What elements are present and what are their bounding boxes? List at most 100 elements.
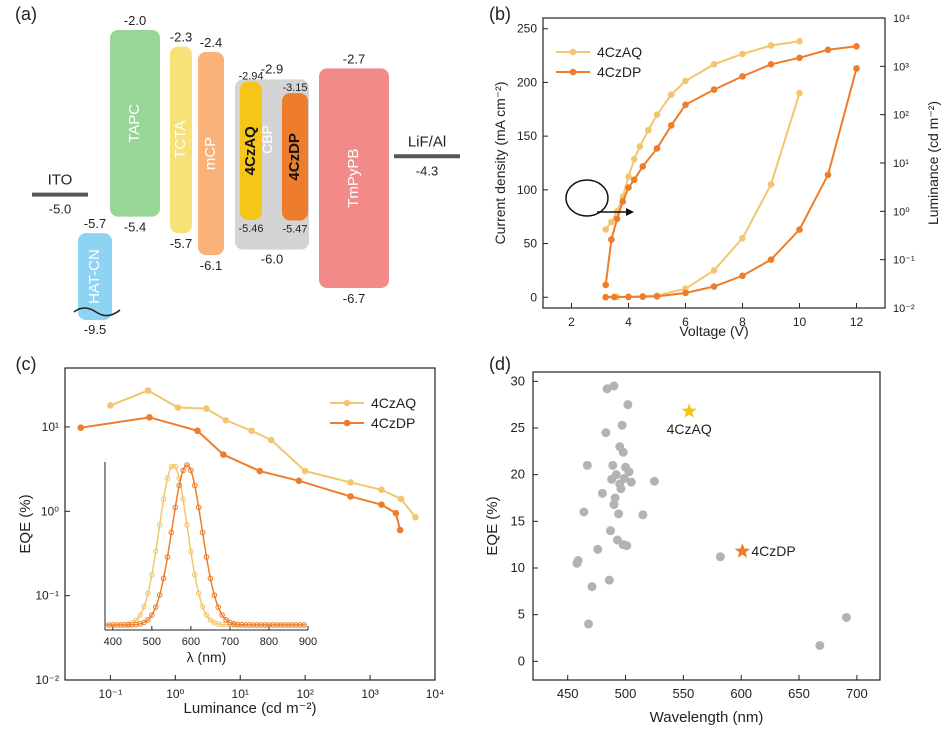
data-point [77,424,85,431]
data-point [618,447,628,457]
x-tick-label: 650 [788,686,810,701]
x-tick-label: 6 [682,315,689,329]
data-point [710,283,718,290]
inset-tick-label: 500 [143,636,161,648]
data-point [739,272,746,280]
data-point [682,101,689,109]
layer-box [198,51,224,256]
inset-point [215,621,222,627]
level-value: -5.7 [84,216,106,231]
inset-point [152,548,159,555]
data-point [412,513,419,521]
inset-point [207,575,214,582]
inset-point [234,621,241,628]
y-tick-label: 10 [511,560,525,575]
x-tick-label: 2 [568,315,575,329]
data-point [397,495,405,503]
data-point [739,73,746,80]
inset-point [110,622,116,628]
inset-point [203,612,210,618]
inset-point [262,622,268,628]
layer-name: TmPyPB [345,149,362,208]
y-tick-label: 10¹ [42,420,59,434]
y-tick-label: 250 [517,22,537,36]
data-point [587,582,597,592]
data-point [347,493,354,500]
level-value: -4.3 [416,163,438,178]
x-tick-label: 8 [739,315,746,329]
y-tick-label: 10⁻² [35,673,59,687]
data-point [584,619,594,629]
data-point [602,384,612,394]
layer-box [110,30,160,217]
level-value: -5.46 [238,223,263,235]
data-point [604,575,614,585]
plot-frame [64,367,436,681]
x-tick-label: 10⁰ [166,687,184,701]
data-point [614,509,624,519]
level-value: -2.7 [343,51,365,66]
eqe-luminance-plot [64,367,436,681]
layer-box [319,68,389,288]
inset-tick-label: 800 [260,636,278,648]
level-value: -2.0 [124,13,146,28]
data-point [267,436,275,444]
data-point [610,293,618,301]
data-point [739,234,746,242]
x-axis-label: Voltage (V) [679,323,748,339]
data-point [609,381,619,391]
x-tick-label: 10¹ [232,687,249,701]
data-point [824,171,832,179]
data-point [623,400,633,410]
x-tick-label: 10³ [361,687,378,701]
data-point [610,493,620,503]
data-point [853,65,860,72]
star-marker [681,403,697,418]
data-point [639,293,647,301]
inset-point [211,592,218,598]
data-point [597,488,607,498]
inset-point [203,554,210,560]
layer-name: TCTA [172,121,189,159]
inset-point [254,622,261,628]
inset-point [285,622,292,628]
data-point [608,236,615,243]
inset-point [195,590,202,597]
level-value: -6.1 [200,258,222,273]
data-point [853,42,860,50]
layer-name: HAT-CN [86,249,103,304]
y-tick-label: 10⁻¹ [35,589,59,603]
layer-name: 4CzDP [286,133,303,181]
level-value: -9.5 [84,322,106,337]
panel-label: (b) [489,4,511,24]
inset-point [125,622,132,628]
series-line [110,389,417,518]
series-line [80,416,402,531]
data-point [715,552,725,562]
data-point [220,451,227,458]
inset-point [289,622,296,628]
series-line [605,92,801,299]
inset-point [266,622,272,628]
data-point [653,111,661,118]
y2-tick-label: 10⁻² [893,303,915,315]
inset-point [141,619,147,626]
y-tick-label: 0 [530,290,537,304]
inset-spectrum-line [106,464,306,626]
inset-point [219,621,225,628]
data-point [622,541,632,551]
inset-point [215,604,222,610]
inset-point [219,612,225,618]
eqe-wavelength-scatter [532,371,881,681]
data-point [649,476,659,486]
x-axis-label: Luminance (cd m⁻²) [184,700,317,717]
x-tick-label: 600 [730,686,752,701]
data-point [582,460,592,470]
data-point [301,467,309,475]
inset-tick-label: 700 [221,636,239,648]
data-point [611,470,621,480]
arrow-head [626,208,634,216]
x-tick-label: 450 [557,686,579,701]
